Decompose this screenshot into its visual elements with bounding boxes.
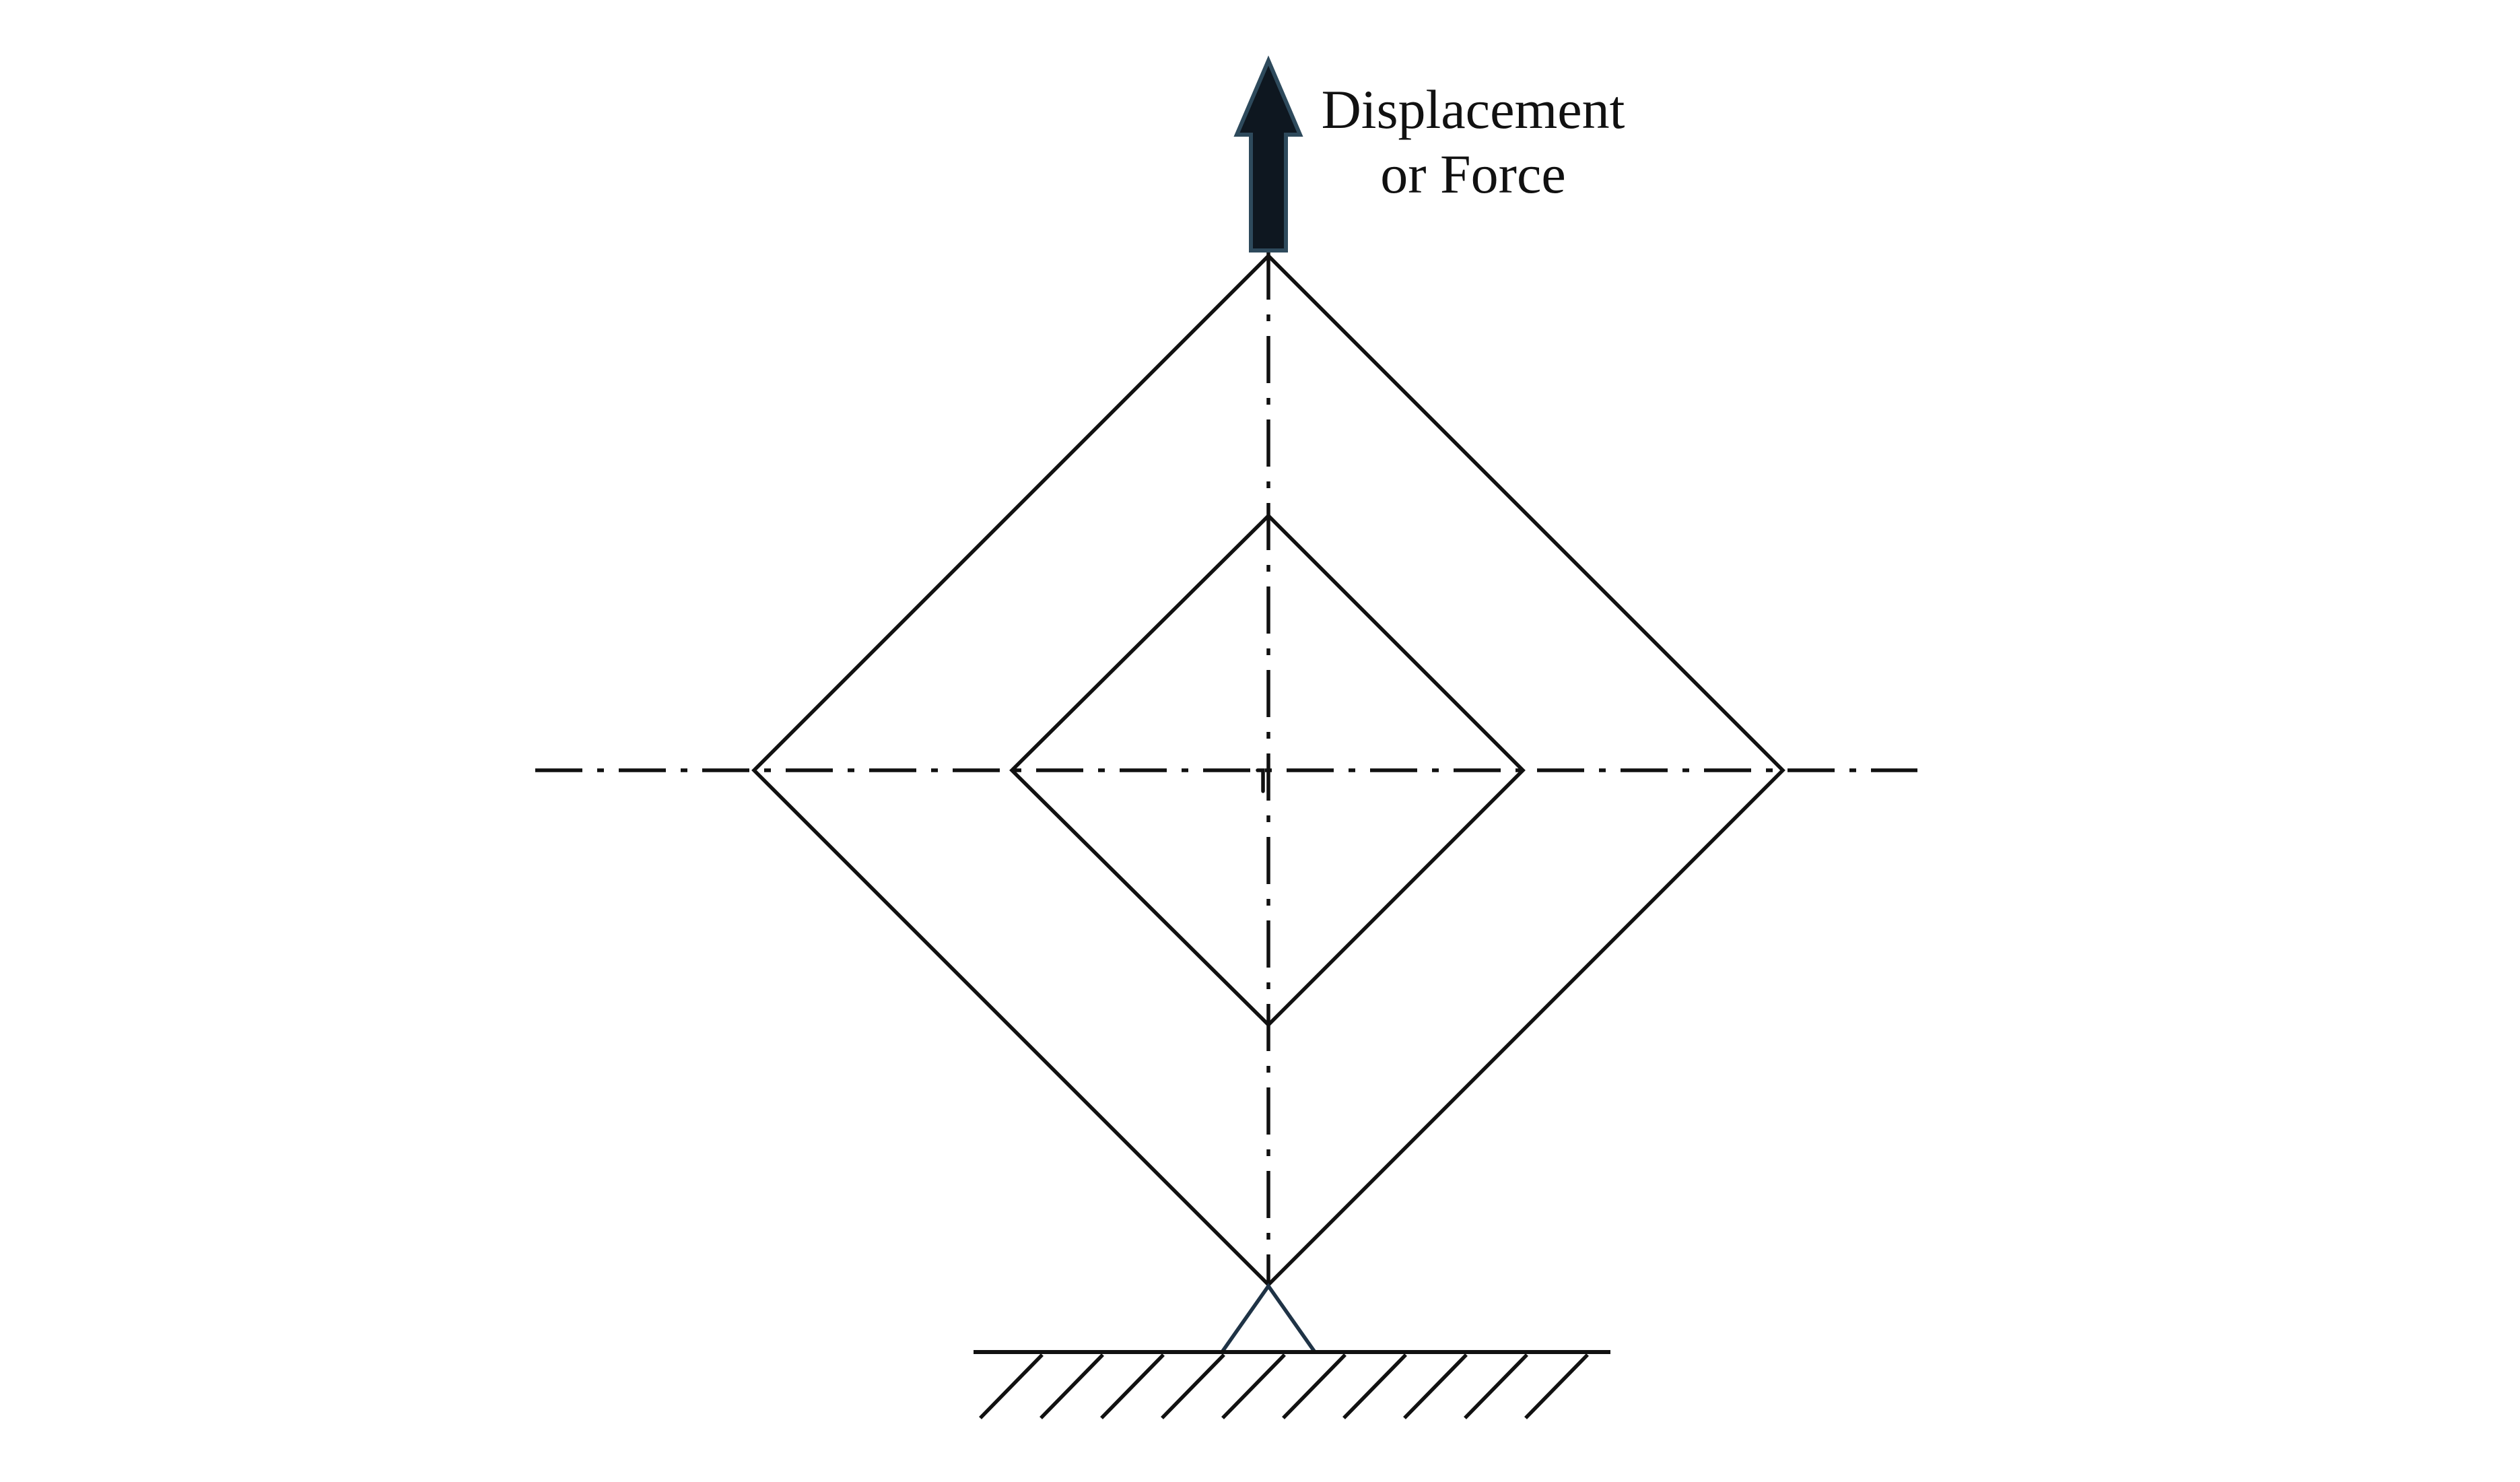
hatch-line bbox=[1464, 1353, 1528, 1419]
load-label: Displacement or Force bbox=[1322, 79, 1625, 205]
hatch-line bbox=[1342, 1353, 1407, 1419]
hatch-line bbox=[1040, 1353, 1104, 1419]
hatch-line bbox=[1161, 1353, 1225, 1419]
inner-diamond bbox=[1009, 513, 1526, 1028]
hatch-line bbox=[1524, 1353, 1589, 1419]
load-arrow-icon bbox=[1233, 55, 1303, 252]
load-label-line1: Displacement bbox=[1322, 79, 1625, 140]
hatch-line bbox=[1100, 1353, 1165, 1419]
load-label-line2: or Force bbox=[1380, 143, 1566, 205]
ground-hatching bbox=[979, 1353, 1589, 1419]
load-arrow bbox=[1233, 55, 1303, 252]
hatch-line bbox=[1282, 1353, 1347, 1419]
hatch-line bbox=[1221, 1353, 1286, 1419]
hatch-line bbox=[1403, 1353, 1468, 1419]
pin-support-icon bbox=[1218, 1283, 1319, 1354]
hatch-line bbox=[979, 1353, 1044, 1419]
center-offset-mark bbox=[1256, 768, 1265, 793]
